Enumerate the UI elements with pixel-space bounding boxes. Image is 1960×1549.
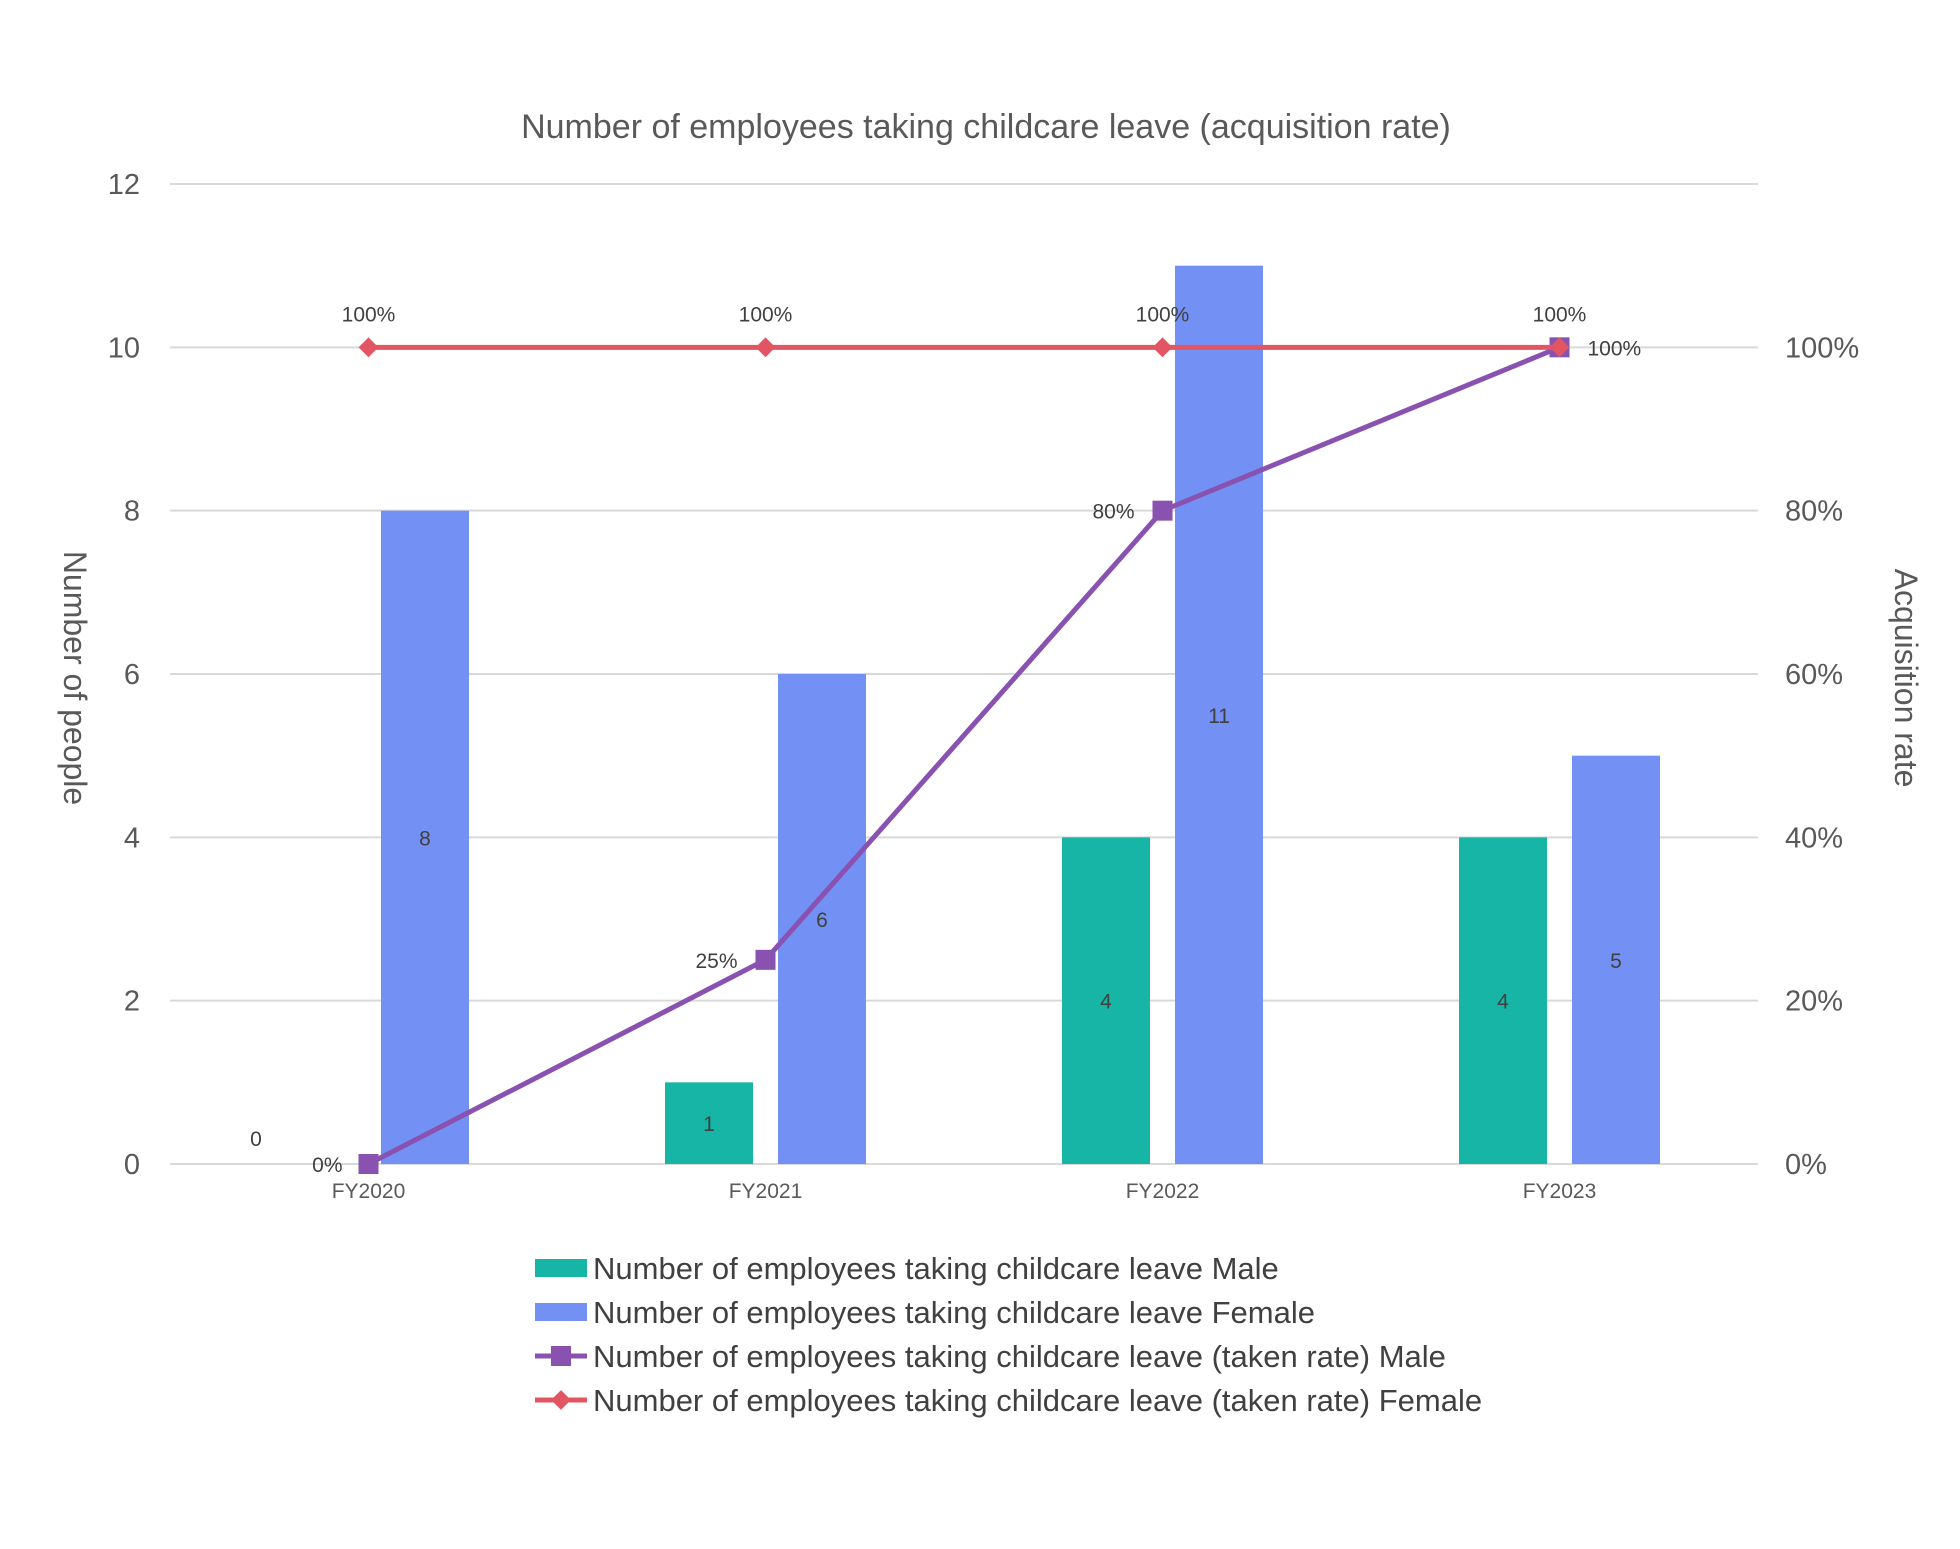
line-data-label: 0% <box>312 1154 342 1177</box>
y-left-tick-label: 8 <box>124 496 140 528</box>
diamond-marker <box>358 337 379 358</box>
y-right-tick-label: 100% <box>1785 332 1859 364</box>
line-data-label: 100% <box>1136 303 1190 326</box>
bar-male <box>665 1082 753 1164</box>
legend: Number of employees taking childcare lea… <box>535 1251 1482 1418</box>
y-left-tick-label: 12 <box>108 169 140 201</box>
legend-label: Number of employees taking childcare lea… <box>593 1251 1279 1286</box>
bar-data-label: 4 <box>1497 991 1509 1014</box>
line-data-label: 100% <box>342 303 396 326</box>
bar-data-label: 5 <box>1610 950 1622 973</box>
y-left-tick-label: 10 <box>108 332 140 364</box>
line-series-male-rate <box>367 345 1561 1167</box>
bar-female <box>778 674 866 1164</box>
y-right-tick-label: 40% <box>1785 822 1843 854</box>
legend-label: Number of employees taking childcare lea… <box>593 1383 1482 1418</box>
diamond-marker <box>1152 337 1173 358</box>
square-marker <box>1152 500 1173 521</box>
y-left-tick-label: 4 <box>124 822 140 854</box>
y-left-tick-label: 6 <box>124 659 140 691</box>
line-data-label: 100% <box>1533 303 1587 326</box>
y-left-tick-label: 0 <box>124 1149 140 1181</box>
legend-label: Number of employees taking childcare lea… <box>593 1339 1446 1374</box>
bar-female <box>1572 755 1660 1164</box>
y-right-tick-label: 80% <box>1785 496 1843 528</box>
bar-female <box>1175 265 1263 1165</box>
bars <box>381 265 1660 1165</box>
bar-data-label: 1 <box>703 1113 715 1136</box>
bar-data-label: 11 <box>1208 705 1230 728</box>
y-right-tick-label: 20% <box>1785 986 1843 1018</box>
square-marker <box>358 1154 379 1174</box>
legend-label: Number of employees taking childcare lea… <box>593 1295 1315 1330</box>
line-data-label: 25% <box>695 950 737 973</box>
y-right-tick-label: 60% <box>1785 659 1843 691</box>
line-data-label: 100% <box>739 303 793 326</box>
y-axis-left-title: Number of people <box>57 551 93 805</box>
line-data-label: 100% <box>1588 337 1642 360</box>
bar-data-label: 0 <box>250 1128 262 1151</box>
y-left-tick-label: 2 <box>124 986 140 1018</box>
x-tick-label: FY2022 <box>1126 1180 1200 1203</box>
x-tick-label: FY2021 <box>729 1180 803 1203</box>
x-tick-label: FY2023 <box>1523 1180 1597 1203</box>
diamond-marker <box>1549 337 1570 358</box>
y-right-tick-label: 0% <box>1785 1149 1827 1181</box>
y-axis-right-title: Acquisition rate <box>1888 569 1924 788</box>
bar-data-label: 8 <box>419 827 431 850</box>
line-data-label: 80% <box>1092 501 1134 524</box>
square-marker <box>755 949 776 970</box>
x-tick-label: FY2020 <box>332 1180 406 1203</box>
legend-diamond-marker <box>551 1390 571 1410</box>
legend-swatch <box>535 1259 587 1277</box>
bar-male <box>1062 837 1150 1164</box>
legend-swatch <box>535 1303 587 1321</box>
bar-data-label: 4 <box>1100 991 1112 1014</box>
diamond-marker <box>755 337 776 358</box>
bar-male <box>1459 837 1547 1164</box>
chart-title: Number of employees taking childcare lea… <box>521 108 1451 146</box>
lines <box>358 337 1570 1174</box>
bar-data-label: 6 <box>816 909 828 932</box>
legend-square-marker <box>551 1346 571 1366</box>
bar-female <box>381 510 469 1165</box>
